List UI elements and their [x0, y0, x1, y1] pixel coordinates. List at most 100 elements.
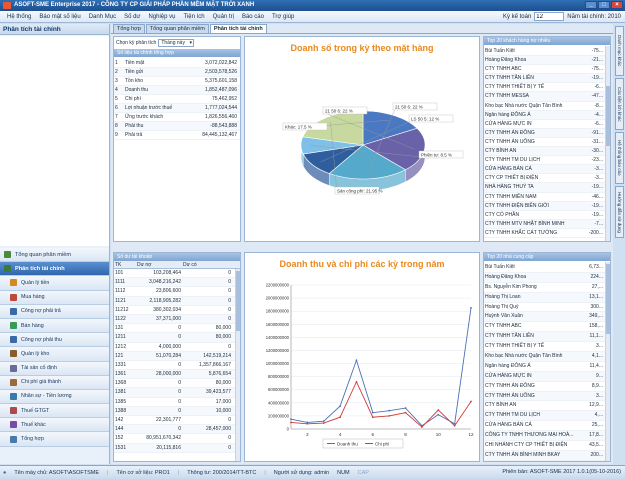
column-header[interactable]: TK [115, 262, 122, 268]
list-item[interactable]: 5 Chi phí 75,462,952 [114, 95, 240, 104]
menu-item[interactable]: Báo mật số liệu [39, 13, 81, 20]
menu-item[interactable]: Trợ giúp [271, 13, 295, 20]
pie-slice[interactable] [362, 127, 426, 171]
data-point[interactable] [437, 413, 440, 416]
table-row[interactable]: CTY TNHH ÁN ĐÔNG 8,9... [484, 382, 610, 392]
table-row[interactable]: 1121 2,118,905,282 0 [114, 296, 240, 306]
period-filter-select[interactable]: Tháng này ▾ [158, 39, 194, 47]
data-point[interactable] [470, 400, 472, 403]
column-header[interactable]: Dư nợ [137, 262, 152, 268]
data-point[interactable] [453, 422, 456, 425]
tab-overview[interactable]: Tổng quan phân miềm [145, 24, 209, 33]
sidebar-module-item[interactable]: Quản lý kho [0, 347, 109, 362]
sidebar-module-item[interactable]: Nhân sự - Tiền lương [0, 389, 109, 405]
menu-item[interactable]: Nghiệp vụ [148, 13, 176, 20]
vtab-other-utilities[interactable]: Các tiện ích khác [615, 78, 624, 130]
series-line[interactable] [290, 380, 472, 428]
table-row[interactable]: 1531 20,115,816 0 [114, 443, 240, 453]
sidebar-module-item[interactable]: Quản lý tiền [0, 276, 109, 291]
data-point[interactable] [453, 424, 456, 427]
sidebar-module-item[interactable]: Bán hàng [0, 318, 109, 334]
data-point[interactable] [306, 422, 309, 425]
sidebar-module-item[interactable]: Thuế khác [0, 418, 109, 433]
table-row[interactable]: 1331 0 1,357,866,167 [114, 361, 240, 371]
table-row[interactable]: Bs. Nguyễn Kim Phong 27,... [484, 283, 610, 293]
list-item[interactable]: 7 Ứng trước khách 1,826,556,460 [114, 113, 240, 122]
table-row[interactable]: CTY TNHH ÁN UỐNG 3... [484, 391, 610, 402]
sidebar-module-item[interactable]: Tổng quan phân miềm [0, 248, 109, 263]
list-item[interactable]: 1 Tiền mặt 3,072,022,842 [114, 59, 240, 68]
table-row[interactable]: Huỳnh Văn Xuân 349,... [484, 312, 610, 323]
sidebar-module-item[interactable]: Tài sản cố định [0, 361, 109, 376]
table-row[interactable]: Bùi Tuấn Kiệt -75... [484, 47, 610, 57]
table-row[interactable]: Hoàng Đăng Khoa -21... [484, 56, 610, 66]
column-header[interactable]: Dư có [183, 262, 197, 268]
table-row[interactable]: CTY TNHH ĐIỆN BIÊN GIỚI -19... [484, 201, 610, 211]
table-row[interactable]: NHÀ HÀNG THUÝ TA -19... [484, 183, 610, 193]
vtab-user-guide[interactable]: Hướng dẫn sử dụng [615, 186, 624, 238]
series-line[interactable] [290, 307, 472, 427]
table-row[interactable]: CTY CP THIẾT BỊ ĐIỆN -3... [484, 174, 610, 184]
table-row[interactable]: 1112 23,806,600 0 [114, 287, 240, 297]
table-row[interactable]: CTY TNHH THIẾT BỊ Y TẾ -6... [484, 83, 610, 93]
table-row[interactable]: Ngân hàng ĐÔNG Á -4... [484, 110, 610, 120]
data-point[interactable] [404, 407, 407, 409]
table-row[interactable]: 1368 0 80,000 [114, 379, 240, 389]
table-row[interactable]: Bùi Tuấn Kiệt 6,73... [484, 263, 610, 273]
sidebar-module-item[interactable]: Phân tích tài chính [0, 262, 109, 277]
data-point[interactable] [388, 415, 391, 417]
table-row[interactable]: CTY CỔ PHẦN -19... [484, 211, 610, 220]
data-point[interactable] [322, 422, 325, 425]
data-point[interactable] [355, 359, 358, 362]
sidebar-module-item[interactable]: Chi phí giá thành [0, 375, 109, 390]
table-row[interactable]: CTY TNHH ABC -75... [484, 65, 610, 75]
table-row[interactable]: 1212 4,000,000 0 [114, 343, 240, 352]
data-point[interactable] [290, 421, 292, 424]
top-debtors-scrollbar[interactable] [605, 46, 610, 241]
top-suppliers-scrollbar[interactable] [605, 262, 610, 461]
table-row[interactable]: CỬA HÀNG BÁN CÁ 25,... [484, 421, 610, 432]
table-row[interactable]: CTY TNHH MESSA -47... [484, 92, 610, 102]
table-row[interactable]: 131 0 80,000 [114, 324, 240, 334]
list-item[interactable]: 3 Tồn kho 5,375,601,158 [114, 77, 240, 86]
data-point[interactable] [404, 411, 407, 414]
data-point[interactable] [421, 426, 423, 428]
data-point[interactable] [306, 421, 309, 424]
table-row[interactable]: Hoàng Đăng Khoa 224... [484, 272, 610, 283]
table-row[interactable]: 142 22,301,777 0 [114, 416, 240, 426]
table-row[interactable]: 121 51,070,284 142,519,214 [114, 351, 240, 361]
data-point[interactable] [355, 380, 358, 383]
vtab-other-categories[interactable]: Danh mục khác [615, 26, 624, 76]
data-point[interactable] [371, 416, 374, 419]
menu-item[interactable]: Báo cáo [241, 13, 264, 20]
table-row[interactable]: 101 103,208,464 0 [114, 269, 240, 279]
sidebar-module-item[interactable]: Công nợ phải trả [0, 304, 109, 319]
list-item[interactable]: 4 Doanh thu 1,852,487,096 [114, 86, 240, 95]
table-row[interactable]: CỬA HÀNG MỰC IN 9... [484, 371, 610, 382]
data-point[interactable] [470, 307, 472, 309]
table-row[interactable]: 1361 28,000,000 5,876,654 [114, 370, 240, 380]
table-row[interactable]: CTY TNHH ÁN ĐÔNG -91... [484, 128, 610, 138]
data-point[interactable] [388, 409, 391, 412]
account-balance-scrollbar[interactable] [235, 269, 240, 461]
table-row[interactable]: CTY BÌNH AN 12,9... [484, 401, 610, 412]
table-row[interactable]: CHI NHÁNH CTY CP THIẾT BỊ ĐIỆN 43,5... [484, 441, 610, 451]
table-row[interactable]: CTY TNHH THIẾT BỊ Y TẾ 3... [484, 342, 610, 353]
pie-slice[interactable] [328, 144, 407, 180]
table-row[interactable]: CỬA HÀNG MỰC IN -6... [484, 120, 610, 129]
table-row[interactable]: 1388 0 10,000 [114, 406, 240, 416]
table-row[interactable]: CTY TNHH ÁN UỐNG -31... [484, 138, 610, 148]
data-point[interactable] [339, 416, 341, 419]
tab-financial-analysis[interactable]: Phân tích tài chính [209, 24, 267, 33]
data-point[interactable] [290, 418, 292, 421]
sidebar-module-item[interactable]: Thuế GTGT [0, 404, 109, 419]
list-item[interactable]: 6 Lợi nhuận trước thuế 1,777,024,544 [114, 104, 240, 113]
sidebar-module-item[interactable]: Mua hàng [0, 290, 109, 305]
table-row[interactable]: Hoàng Thị Loan 13,1... [484, 292, 610, 303]
table-row[interactable]: CTY TNHH MTV NHẬT BÌNH MINH -7... [484, 219, 610, 229]
menu-item[interactable]: Hệ thống [7, 13, 32, 20]
menu-item[interactable]: Danh Mục [88, 13, 117, 20]
data-point[interactable] [322, 420, 325, 423]
table-row[interactable]: 1111 3,048,216,242 0 [114, 278, 240, 288]
vtab-report-system[interactable]: Hệ thống báo cáo [615, 132, 624, 184]
